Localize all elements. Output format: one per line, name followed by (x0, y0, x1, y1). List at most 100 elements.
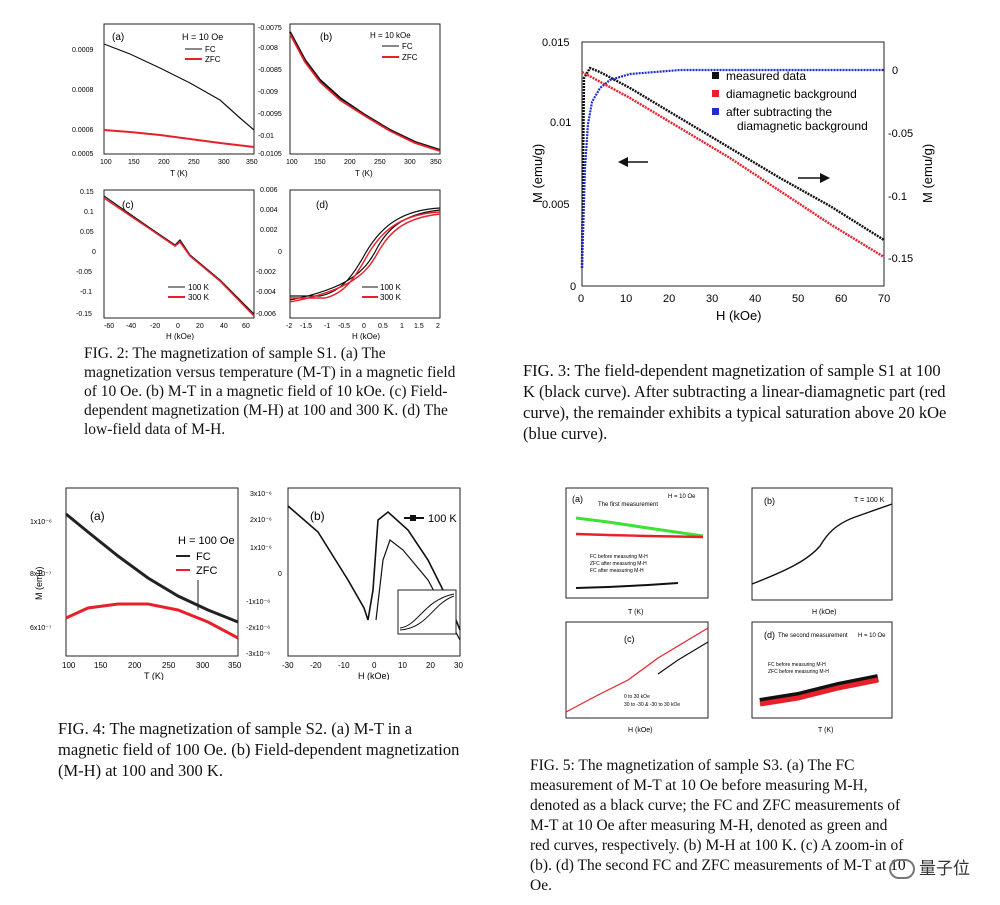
x-tick: 100 (100, 159, 112, 166)
x-tick: 20 (426, 661, 435, 670)
y-tick-right: -0.1 (888, 191, 907, 203)
fig2-caption: FIG. 2: The magnetization of sample S1. … (84, 345, 456, 438)
fig4-panels: (a) H = 100 Oe FC ZFC 1x10⁻⁶ 8x10⁻⁷ 6x10… (30, 487, 463, 680)
y-tick: -0.0095 (258, 111, 282, 118)
fig3-chart: measured data diamagnetic background aft… (530, 37, 935, 323)
x-tick: 60 (242, 323, 250, 330)
y-tick-right: 0 (892, 65, 898, 77)
y-tick: -0.01 (258, 133, 274, 140)
panel-label: (b) (310, 509, 325, 523)
y-tick: 0.1 (84, 209, 94, 216)
wechat-icon (889, 859, 915, 879)
legend: ZFC after measuring M-H (590, 561, 647, 567)
y-tick-left: 0.005 (542, 199, 570, 211)
fig2-panel-a: (a) H = 10 Oe FC ZFC 0.0009 0.0008 0.000… (72, 23, 258, 178)
y-tick: 3x10⁻⁶ (250, 491, 272, 498)
x-tick: 350 (228, 661, 242, 670)
diamagnetic-background-series (581, 70, 885, 259)
legend: FC before measuring M-H (768, 662, 826, 668)
watermark: 量子位 (889, 854, 970, 879)
fig2-panels: (a) H = 10 Oe FC ZFC 0.0009 0.0008 0.000… (72, 23, 442, 340)
y-label-left: M (emu/g) (530, 144, 545, 203)
fig2-panel-c: (c) 100 K 300 K 0.15 0.1 0.05 0 -0.05 -0… (76, 189, 255, 340)
x-tick: 1.5 (414, 323, 424, 330)
y-tick: 0.004 (260, 207, 278, 214)
y-tick-left: 0.01 (550, 117, 571, 129)
legend: FC after measuring M-H (590, 568, 644, 574)
black-curve (575, 582, 679, 589)
fig5-panel-d: (d) The second measurement H = 10 Oe FC … (751, 621, 893, 734)
legend-100k: 100 K (428, 513, 457, 525)
x-tick: 300 (404, 159, 416, 166)
x-label: H (kOe) (628, 727, 653, 734)
x-tick: 10 (398, 661, 407, 670)
x-tick: 250 (374, 159, 386, 166)
x-tick: 70 (878, 293, 890, 305)
fig5-panels: (a) The first measurement H = 10 Oe FC b… (565, 487, 893, 734)
x-tick: 60 (835, 293, 847, 305)
x-label: H (kOe) (812, 609, 837, 616)
panel-note: H = 10 Oe (182, 32, 223, 42)
panel-title: The second measurement (778, 633, 848, 639)
panel-note: H = 100 Oe (178, 535, 235, 547)
measured-data-series (580, 66, 885, 269)
fc-curve (65, 512, 239, 624)
y-tick: -0.009 (258, 89, 278, 96)
x-tick: -0.5 (338, 323, 350, 330)
x-label: T (K) (144, 671, 164, 680)
fig5-panel-c: (c) 0 to 30 kOe 30 to -30 & -30 to 30 kO… (565, 621, 709, 734)
panel-label: (a) (572, 494, 583, 504)
subtracted-series (580, 68, 884, 269)
legend-subtracted-2: diamagnetic background (737, 119, 868, 133)
panel-label: (a) (112, 32, 124, 43)
y-tick: -0.0105 (258, 151, 282, 158)
red-loop (565, 627, 709, 713)
y-label-right: M (emu/g) (920, 144, 935, 203)
legend-fc: FC (402, 42, 413, 51)
loop-300k (289, 211, 441, 303)
x-tick: 200 (158, 159, 170, 166)
x-tick: 0 (372, 661, 377, 670)
y-tick: -0.008 (258, 45, 278, 52)
x-tick: 300 (196, 661, 210, 670)
y-tick: 6x10⁻⁷ (30, 625, 52, 632)
mh-down (287, 505, 461, 631)
fig3-caption: FIG. 3: The field-dependent magnetizatio… (523, 361, 947, 443)
x-tick: 30 (454, 661, 463, 670)
y-tick: 0.006 (260, 187, 278, 194)
y-tick: 0 (278, 249, 282, 256)
legend-measured: measured data (726, 69, 806, 83)
x-tick: 200 (128, 661, 142, 670)
legend-fc: FC (196, 551, 211, 563)
panel-note: H = 10 kOe (370, 31, 411, 40)
x-tick: 20 (196, 323, 204, 330)
y-tick-right: -0.15 (888, 253, 913, 265)
mh-curve (751, 503, 893, 585)
fc-curve (289, 31, 441, 152)
zfc-curve (289, 33, 441, 152)
x-tick: 1 (400, 323, 404, 330)
legend-background: diamagnetic background (726, 87, 857, 101)
x-tick: 0 (176, 323, 180, 330)
legend-300k: 300 K (188, 293, 210, 302)
x-tick: 150 (94, 661, 108, 670)
x-tick: 10 (620, 293, 632, 305)
y-tick: -0.006 (256, 311, 276, 318)
x-tick: -60 (104, 323, 114, 330)
x-tick: -2 (286, 323, 292, 330)
fig5-panel-a: (a) The first measurement H = 10 Oe FC b… (565, 487, 709, 616)
y-tick: -0.05 (76, 269, 92, 276)
y-tick: 0 (278, 571, 282, 578)
legend-zfc: ZFC (196, 565, 217, 577)
legend-300k: 300 K (380, 293, 402, 302)
panel-note: H = 10 Oe (858, 633, 886, 639)
y-tick: -1x10⁻⁶ (246, 599, 270, 606)
fig5-panel-b: (b) T = 100 K H (kOe) (751, 487, 893, 616)
green-curve (575, 516, 704, 538)
y-tick-left: 0 (570, 281, 576, 293)
inset (397, 589, 457, 635)
panel-label: (a) (90, 509, 105, 523)
legend-subtracted-1: after subtracting the (726, 105, 832, 119)
y-tick: -0.004 (256, 289, 276, 296)
watermark-text: 量子位 (919, 859, 970, 879)
